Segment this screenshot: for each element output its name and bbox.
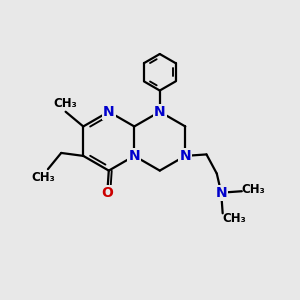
Text: N: N [215,186,227,200]
Text: N: N [128,149,140,163]
Text: N: N [154,105,166,119]
Text: CH₃: CH₃ [222,212,246,225]
Text: N: N [103,105,115,119]
Text: O: O [101,186,113,200]
Text: CH₃: CH₃ [241,183,265,196]
Text: N: N [179,149,191,163]
Text: CH₃: CH₃ [32,171,56,184]
Text: CH₃: CH₃ [53,97,77,110]
